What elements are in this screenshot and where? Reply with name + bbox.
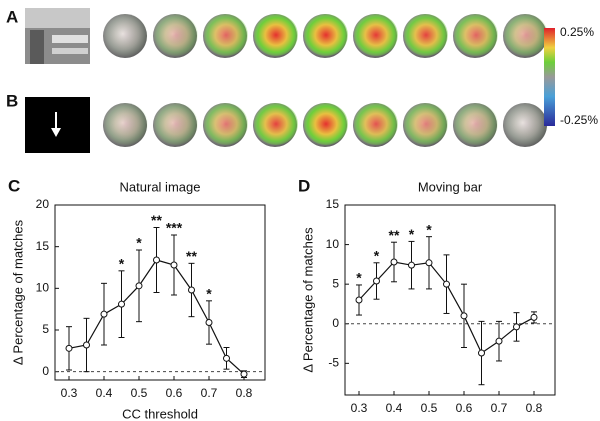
x-tick-label: 0.5 [131,386,148,400]
colorbar [544,28,555,126]
x-tick-label: 0.8 [526,401,543,415]
response-frames [102,12,548,149]
point [513,323,520,331]
frame-activity [254,103,298,145]
stimulus-natural [25,8,90,64]
y-axis-label: Δ Percentage of matches [300,227,315,373]
significance-label: * [374,247,380,263]
colorbar-label: 0.25% [560,25,594,39]
y-tick-label: 0 [332,316,339,330]
frame-activity [204,14,248,56]
frame-activity [454,103,498,145]
significance-label: * [119,256,125,272]
panel-label: C [8,176,20,195]
frame-activity [104,103,148,145]
x-tick-label: 0.4 [96,386,113,400]
y-tick-label: 20 [36,197,50,211]
point [83,341,90,349]
x-tick-label: 0.3 [351,401,368,415]
y-axis-label: Δ Percentage of matches [10,219,25,365]
panel-label: A [6,7,18,26]
point [495,337,503,345]
point [478,349,485,357]
stimulus-bar [25,97,90,153]
plot-frame [54,204,266,381]
point [240,370,248,378]
significance-label: * [206,286,212,302]
significance-label: ** [186,248,197,264]
point [118,300,125,308]
significance-label: ** [151,212,162,228]
point [65,344,73,352]
x-tick-label: 0.8 [236,386,253,400]
frame-activity [104,14,148,56]
point [390,258,398,266]
point [100,310,108,318]
significance-label: *** [166,220,183,236]
x-tick-label: 0.7 [491,401,508,415]
y-tick-label: 5 [42,322,49,336]
point [153,256,160,264]
point [408,261,415,269]
frame-activity [404,14,448,56]
point [205,319,213,326]
panel-label: D [298,176,310,195]
x-tick-label: 0.4 [386,401,403,415]
panel-label: B [6,91,18,110]
plot-frame [344,204,556,396]
significance-label: ** [389,227,400,243]
significance-label: * [426,221,432,237]
point [425,259,433,267]
chart-title: Natural image [120,179,201,194]
point [223,354,230,362]
frame-activity [354,103,398,145]
colorbar-label: -0.25% [560,113,598,127]
x-tick-label: 0.3 [61,386,78,400]
point [443,280,450,288]
x-axis-label: CC threshold [122,406,198,421]
point [373,277,380,285]
chart-title: Moving bar [418,179,483,194]
frame-activity [454,14,498,56]
frame-activity [354,14,398,56]
significance-label: * [136,235,142,251]
frame-activity [504,103,548,145]
point [460,312,468,320]
point [170,261,178,269]
frame-activity [154,14,198,56]
y-tick-label: 15 [326,197,340,211]
frame-activity [504,14,548,56]
frame-activity [154,103,198,145]
frame-activity [204,103,248,145]
y-tick-label: 15 [36,239,50,253]
frame-activity [304,14,348,56]
x-tick-label: 0.5 [421,401,438,415]
significance-label: * [409,226,415,242]
point [135,282,143,290]
x-tick-label: 0.7 [201,386,218,400]
x-tick-label: 0.6 [166,386,183,400]
point [188,286,195,294]
point [530,313,538,321]
frame-activity [404,103,448,145]
y-tick-label: 10 [36,281,50,295]
frame-activity [304,103,348,145]
y-tick-label: 10 [326,237,340,251]
y-tick-label: 5 [332,276,339,290]
point [355,296,363,304]
x-tick-label: 0.6 [456,401,473,415]
y-tick-label: -5 [328,356,339,370]
y-tick-label: 0 [42,364,49,378]
significance-label: * [356,270,362,286]
frame-activity [254,14,298,56]
